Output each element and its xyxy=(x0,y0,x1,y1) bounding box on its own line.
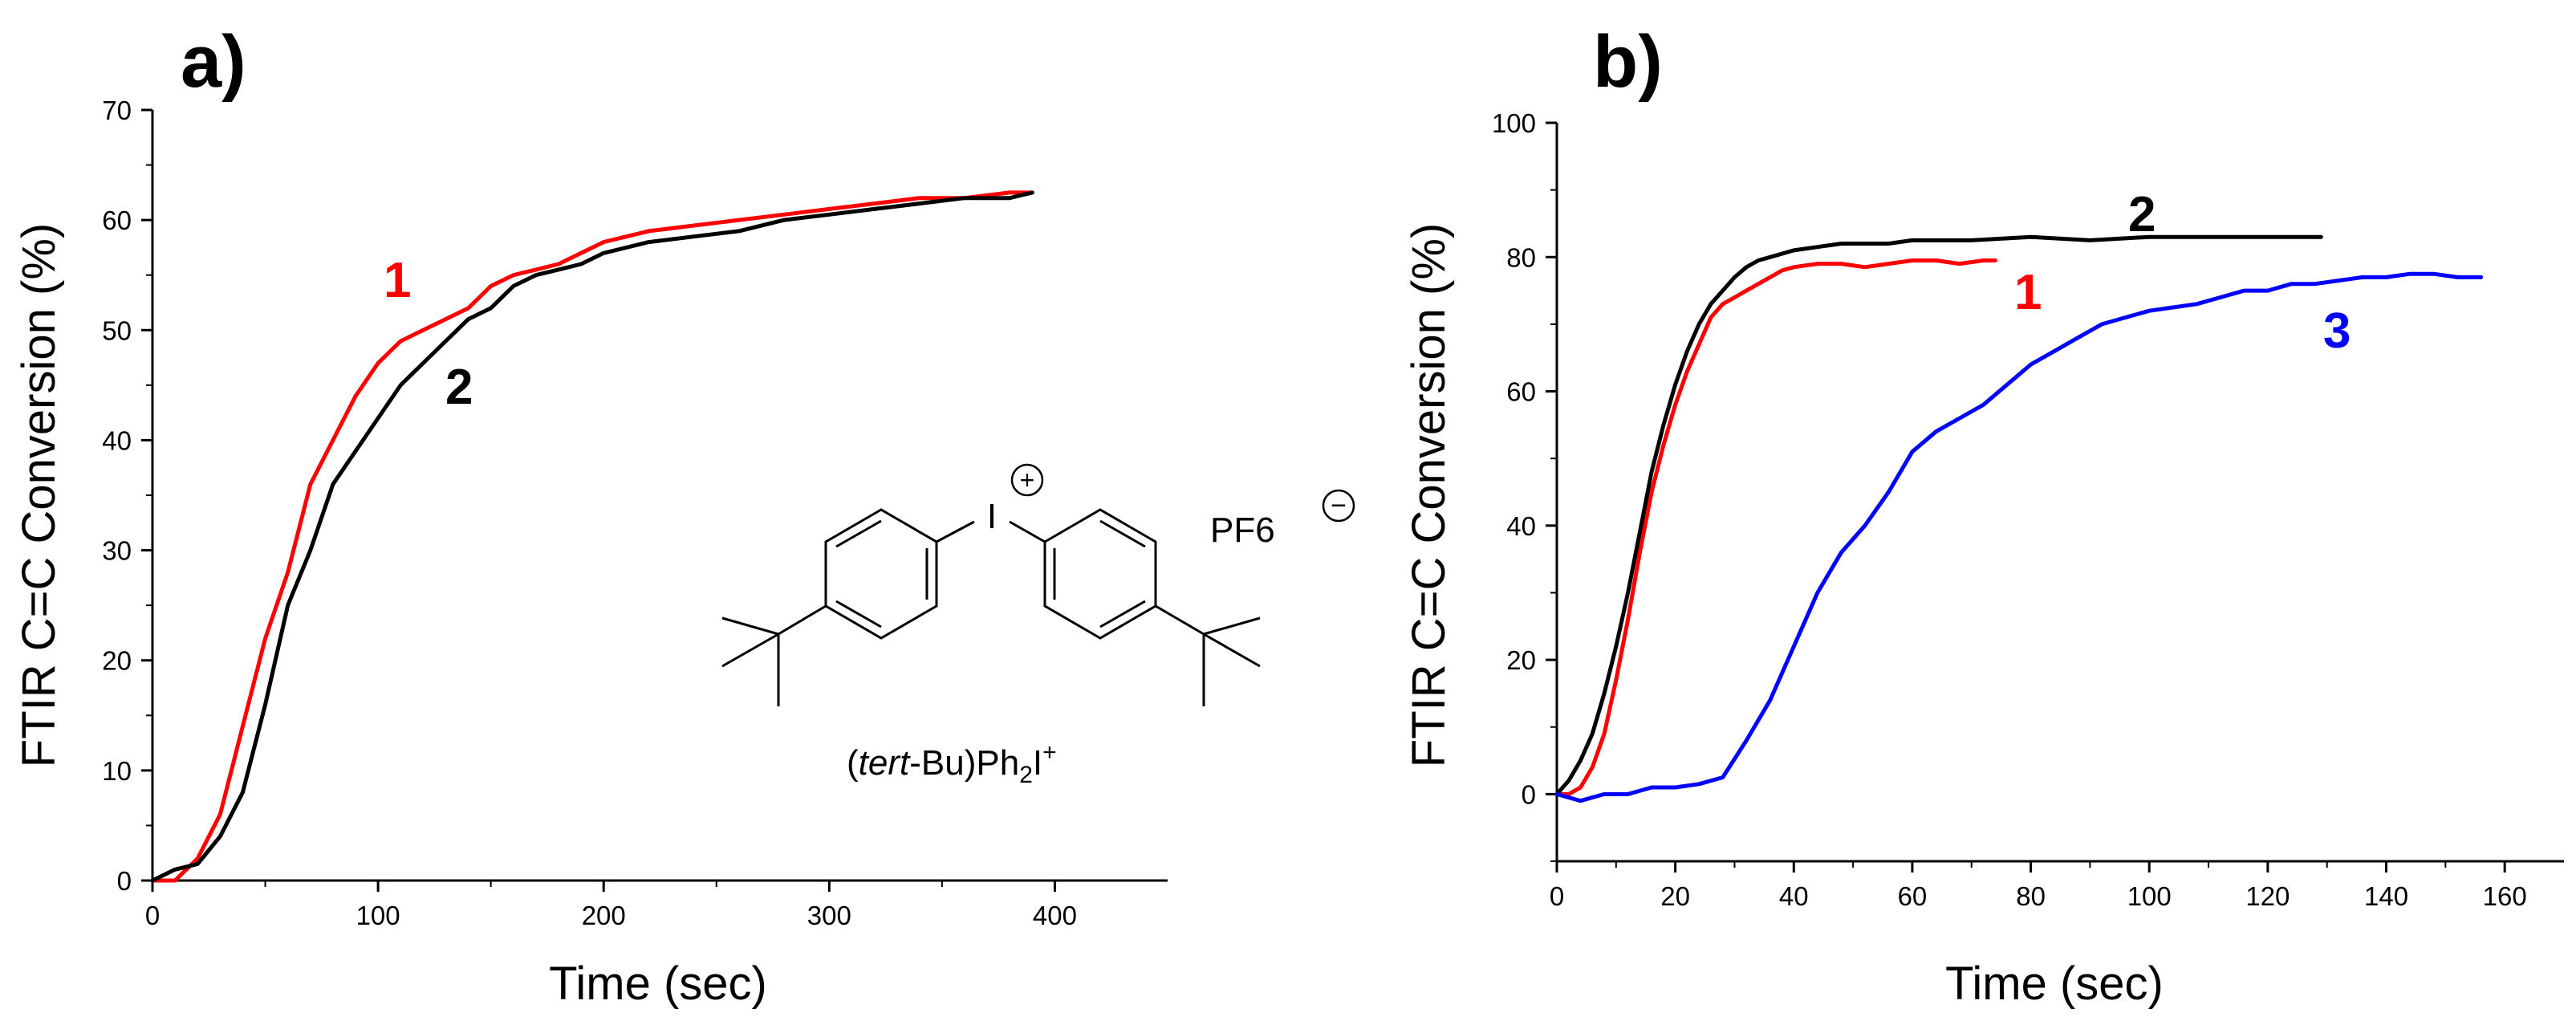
panel-a-x-tick-label: 200 xyxy=(582,901,626,930)
panel-b-x-tick-label: 120 xyxy=(2245,881,2290,911)
panel-b-x-tick-label: 20 xyxy=(1660,881,1690,911)
panel-b-x-tick-label: 40 xyxy=(1779,881,1809,911)
panel-b-x-tick-label: 160 xyxy=(2483,881,2527,911)
panel-b-y-tick-label: 40 xyxy=(1506,511,1536,541)
panel-a-ticks: 0 100 200 300 400 0 10 20 30 40 50 60 70 xyxy=(102,96,1077,930)
panel-b-y-tick-label: 0 xyxy=(1522,779,1536,809)
minus-charge-circle xyxy=(1322,489,1355,523)
panel-a-series-1-label: 1 xyxy=(384,253,411,308)
panel-a-y-tick-label: 60 xyxy=(102,205,132,235)
panel-a-y-tick-label: 20 xyxy=(102,646,132,676)
panel-a-x-tick-label: 400 xyxy=(1033,901,1077,930)
plus-charge-sign: + xyxy=(1020,466,1035,494)
iodonium-salt-structure: I + PF6 − (tert-Bu)Ph2I+ xyxy=(721,463,1355,788)
left-benzene-ring xyxy=(824,508,938,640)
panel-b-x-tick-label: 140 xyxy=(2364,881,2408,911)
structure-bonds xyxy=(721,508,1261,706)
panel-a-x-axis-title: Time (sec) xyxy=(549,958,767,1010)
cation-name-label: (tert-Bu)Ph2I+ xyxy=(847,739,1057,788)
panel-b-series-1-line xyxy=(1554,258,1997,796)
panel-a-y-tick-label: 0 xyxy=(117,866,132,896)
panel-b-y-tick-label: 80 xyxy=(1506,242,1536,272)
panel-b-ticks: 0 20 40 60 80 100 120 140 160 0 20 40 60 80 100 xyxy=(1492,108,2527,911)
panel-a-y-tick-label: 30 xyxy=(102,536,132,566)
panel-a-y-tick-label: 50 xyxy=(102,315,132,345)
panel-a-x-tick-label: 0 xyxy=(145,901,160,930)
panel-b-y-tick-label: 20 xyxy=(1506,645,1536,675)
panel-a-y-tick-label: 10 xyxy=(102,756,132,786)
panel-b-series-3-line xyxy=(1554,271,2484,803)
panel-a-series-2-label: 2 xyxy=(445,360,473,415)
panel-b-y-tick-label: 100 xyxy=(1492,108,1536,138)
panel-a-x-tick-label: 300 xyxy=(807,901,851,930)
panel-b: b) 0 20 40 60 80 100 120 140 160 0 20 40 60 80 100 Tim… xyxy=(1403,21,2564,1010)
panel-b-series-2-line xyxy=(1554,234,2323,796)
right-benzene-ring xyxy=(1043,508,1157,640)
panel-a-series xyxy=(150,190,1034,883)
panel-a-y-axis-title: FTIR C=C Conversion (%) xyxy=(13,223,65,767)
panel-b-series-1-label: 1 xyxy=(2014,265,2042,320)
panel-b-series-3-label: 3 xyxy=(2323,303,2350,359)
panel-a-y-tick-label: 70 xyxy=(102,96,132,125)
minus-charge-sign: − xyxy=(1331,490,1347,521)
panel-b-label: b) xyxy=(1593,21,1663,103)
panel-b-x-tick-label: 80 xyxy=(2016,881,2046,911)
panel-b-x-tick-label: 0 xyxy=(1550,881,1564,911)
panel-b-x-tick-label: 100 xyxy=(2127,881,2172,911)
panel-a-series-2-line xyxy=(150,190,1034,883)
panel-b-series-2-label: 2 xyxy=(2128,187,2155,242)
panel-b-series xyxy=(1554,234,2484,803)
panel-a-label: a) xyxy=(181,21,246,103)
panel-b-axes xyxy=(1555,123,2564,863)
panel-b-x-axis-title: Time (sec) xyxy=(1945,958,2164,1010)
plus-charge-circle xyxy=(1010,463,1044,497)
panel-a-x-tick-label: 100 xyxy=(356,901,400,930)
panel-a-series-1-line xyxy=(150,190,1034,883)
iodine-atom: I xyxy=(987,497,997,536)
panel-b-x-tick-label: 60 xyxy=(1898,881,1928,911)
panel-b-y-tick-label: 60 xyxy=(1506,377,1536,407)
panel-a-y-tick-label: 40 xyxy=(102,425,132,455)
counter-anion: PF6 xyxy=(1210,510,1275,550)
panel-a: a) 0 100 200 300 400 0 10 20 30 40 50 60 70 Time (se… xyxy=(13,21,1355,1010)
panel-b-y-axis-title: FTIR C=C Conversion (%) xyxy=(1403,223,1455,767)
